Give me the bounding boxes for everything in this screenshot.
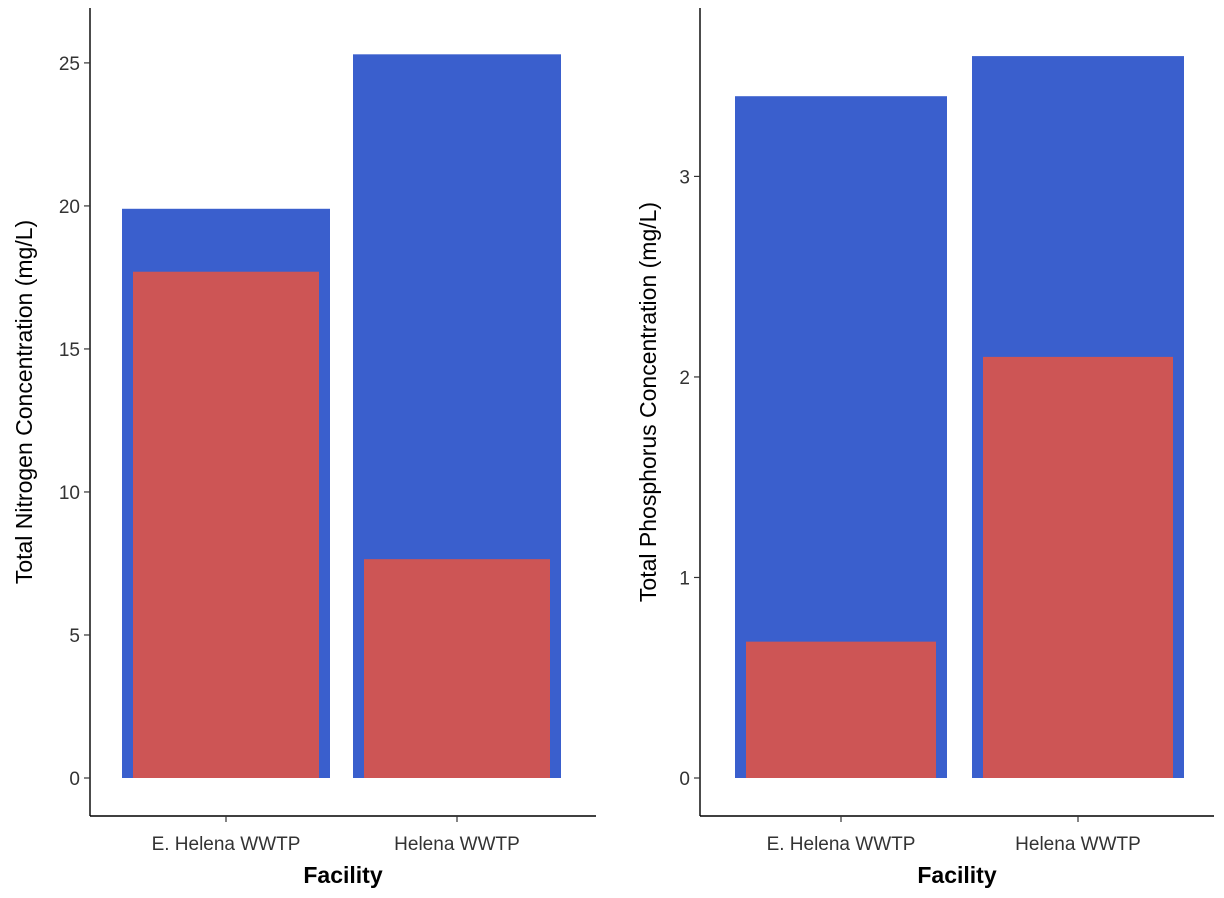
y-tick-label: 25 — [59, 54, 80, 75]
y-tick-label: 2 — [679, 368, 690, 389]
y-tick-label: 1 — [679, 568, 690, 589]
x-tick-label: E. Helena WWTP — [152, 834, 301, 855]
y-tick-label: 10 — [59, 483, 80, 504]
bar-series2-helena-wwtp — [364, 559, 550, 778]
y-axis-title: Total Phosphorus Concentration (mg/L) — [635, 202, 661, 602]
bar-series2-e-helena-wwtp — [133, 271, 319, 778]
x-axis-title: Facility — [917, 862, 996, 888]
y-tick-label: 0 — [679, 769, 690, 790]
y-axis-title: Total Nitrogen Concentration (mg/L) — [11, 220, 37, 584]
y-tick-label: 0 — [69, 769, 80, 790]
panel-1: 0 5 10 15 20 25 E. Helena WWTP Helena WWTP Facil… — [11, 8, 596, 888]
y-tick-label: 5 — [69, 626, 80, 647]
y-tick-label: 3 — [679, 167, 690, 188]
x-tick-label: Helena WWTP — [1015, 834, 1141, 855]
x-tick-label: E. Helena WWTP — [767, 834, 916, 855]
y-tick-label: 20 — [59, 197, 80, 218]
x-tick-label: Helena WWTP — [394, 834, 520, 855]
y-tick-label: 15 — [59, 340, 80, 361]
panel-2: 0 1 2 3 E. Helena WWTP Helena WWTP Facility Tot… — [635, 8, 1214, 888]
x-axis-title: Facility — [303, 862, 382, 888]
bar-series2-helena-wwtp — [983, 356, 1173, 778]
bar-series2-e-helena-wwtp — [746, 641, 936, 778]
